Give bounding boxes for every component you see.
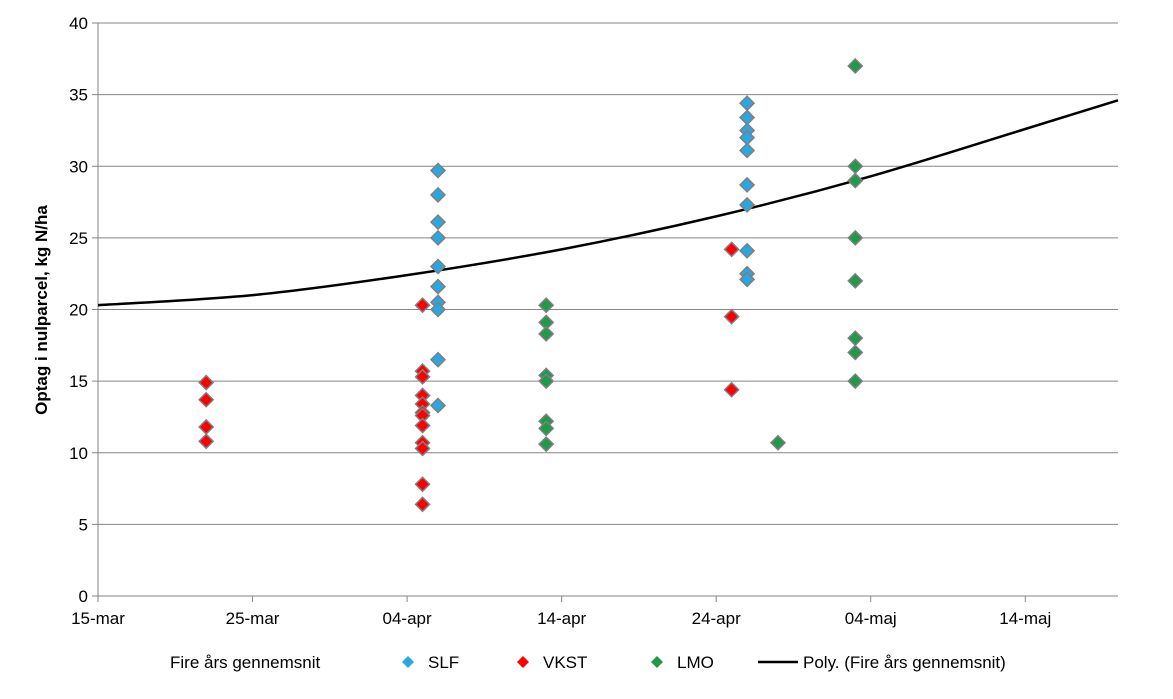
data-point-vkst (414, 440, 431, 457)
y-tick-label: 15 (69, 372, 88, 391)
y-tick-label: 35 (69, 86, 88, 105)
y-tick-label: 30 (69, 157, 88, 176)
data-point-lmo (538, 325, 555, 342)
legend-label-slf: SLF (428, 653, 459, 672)
data-point-slf (429, 186, 447, 203)
y-tick-label: 5 (79, 515, 88, 534)
trendline-curve (97, 99, 1119, 307)
y-tick-label: 10 (69, 444, 88, 463)
y-axis-title: Optag i nulparcel, kg N/ha (32, 205, 51, 415)
data-points (198, 57, 864, 513)
data-point-slf (429, 258, 447, 275)
data-point-slf (429, 301, 447, 318)
data-point-lmo (538, 373, 555, 390)
legend-marker-lmo (651, 656, 663, 668)
data-point-lmo (847, 172, 864, 189)
data-point-lmo (847, 57, 864, 75)
x-tick-label: 14-apr (537, 609, 586, 628)
legend-label-vkst: VKST (543, 653, 587, 672)
data-point-slf (429, 162, 447, 179)
data-point-vkst (414, 417, 431, 434)
data-point-vkst (198, 374, 215, 391)
data-point-lmo (847, 330, 864, 347)
data-point-lmo (847, 344, 864, 361)
y-tick-label: 20 (69, 301, 88, 320)
x-tick-label: 25-mar (226, 609, 280, 628)
data-point-slf (429, 229, 447, 246)
data-point-slf (429, 351, 447, 368)
y-tick-label: 40 (69, 14, 88, 33)
data-point-vkst (414, 496, 431, 513)
data-point-vkst (723, 308, 740, 325)
data-point-slf (739, 176, 756, 193)
y-tick-label: 0 (79, 587, 88, 606)
x-tick-label: 04-maj (845, 609, 897, 628)
data-point-slf (739, 142, 756, 159)
x-tick-label: 04-apr (383, 609, 432, 628)
data-point-lmo (538, 420, 555, 437)
axes: 0 5 10 15 20 25 30 35 40 15-mar 25-mar 04-apr 14-apr… (69, 14, 1118, 628)
data-point-lmo (847, 373, 864, 390)
x-tick-label: 14-maj (999, 609, 1051, 628)
data-point-lmo (538, 436, 555, 453)
legend: Fire års gennemsnit SLF VKST LMO Poly. (Fire… (170, 653, 1006, 672)
legend-label-lmo: LMO (677, 653, 714, 672)
data-point-lmo (538, 297, 555, 314)
data-point-vkst (414, 297, 431, 314)
legend-marker-vkst (517, 656, 529, 668)
data-point-slf (739, 196, 756, 213)
trendline-layer (97, 99, 1119, 307)
data-point-vkst (198, 418, 215, 436)
data-point-lmo (847, 272, 864, 289)
data-point-lmo (847, 229, 864, 246)
data-point-slf (429, 278, 447, 295)
data-point-slf (739, 271, 756, 288)
data-point-vkst (414, 476, 431, 493)
legend-label-average: Fire års gennemsnit (170, 653, 321, 672)
data-point-vkst (414, 368, 431, 385)
legend-label-trendline: Poly. (Fire års gennemsnit) (803, 653, 1006, 672)
data-point-slf (739, 242, 756, 259)
x-tick-label: 24-apr (692, 609, 741, 628)
gridlines (98, 22, 1118, 525)
data-point-vkst (723, 241, 740, 258)
data-point-lmo (847, 158, 864, 175)
data-point-slf (429, 397, 447, 414)
data-point-vkst (723, 381, 740, 398)
data-point-lmo (769, 434, 787, 451)
data-point-slf (429, 214, 447, 231)
y-tick-label: 25 (69, 229, 88, 248)
data-point-slf (739, 95, 756, 112)
x-tick-label: 15-mar (71, 609, 125, 628)
data-point-vkst (198, 391, 215, 408)
data-point-vkst (198, 433, 215, 450)
legend-marker-slf (402, 656, 414, 668)
